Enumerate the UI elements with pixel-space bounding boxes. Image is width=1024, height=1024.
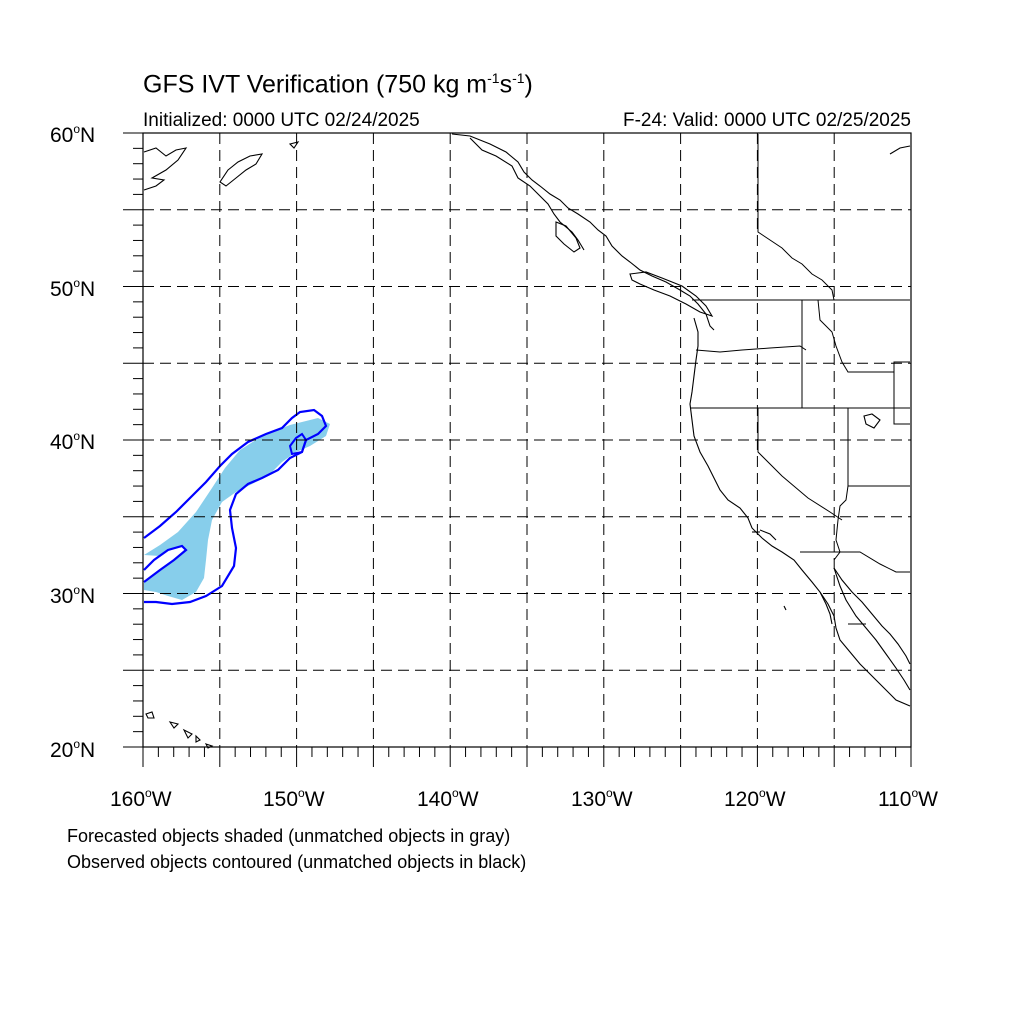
forecast-legend-note: Forecasted objects shaded (unmatched obj… bbox=[67, 826, 511, 846]
coastlines bbox=[143, 133, 911, 749]
chart-title: GFS IVT Verification (750 kg m-1s-1) bbox=[143, 70, 533, 99]
observed-object-inner-loop bbox=[288, 432, 308, 456]
lon-label-140w: 140oW bbox=[417, 786, 479, 811]
lon-label-130w: 130oW bbox=[571, 786, 633, 811]
lat-label-40: 40oN bbox=[50, 429, 96, 454]
lon-label-110w: 110oW bbox=[878, 786, 938, 811]
lon-label-120w: 120oW bbox=[724, 786, 786, 811]
observed-legend-note: Observed objects contoured (unmatched ob… bbox=[67, 852, 527, 872]
political-boundaries bbox=[690, 134, 910, 625]
axis-ticks bbox=[123, 132, 912, 767]
lon-label-160w: 160oW bbox=[110, 786, 172, 811]
lon-label-150w: 150oW bbox=[263, 786, 325, 811]
graticule bbox=[143, 133, 911, 747]
lat-label-60: 60oN bbox=[50, 122, 96, 147]
observed-object-notch bbox=[143, 544, 188, 583]
valid-time: F-24: Valid: 0000 UTC 02/25/2025 bbox=[623, 110, 911, 131]
lat-label-20: 20oN bbox=[50, 737, 96, 762]
lat-label-50: 50oN bbox=[50, 276, 96, 301]
initialized-time: Initialized: 0000 UTC 02/24/2025 bbox=[143, 110, 420, 131]
lat-label-30: 30oN bbox=[50, 583, 96, 608]
forecast-object bbox=[144, 418, 330, 600]
